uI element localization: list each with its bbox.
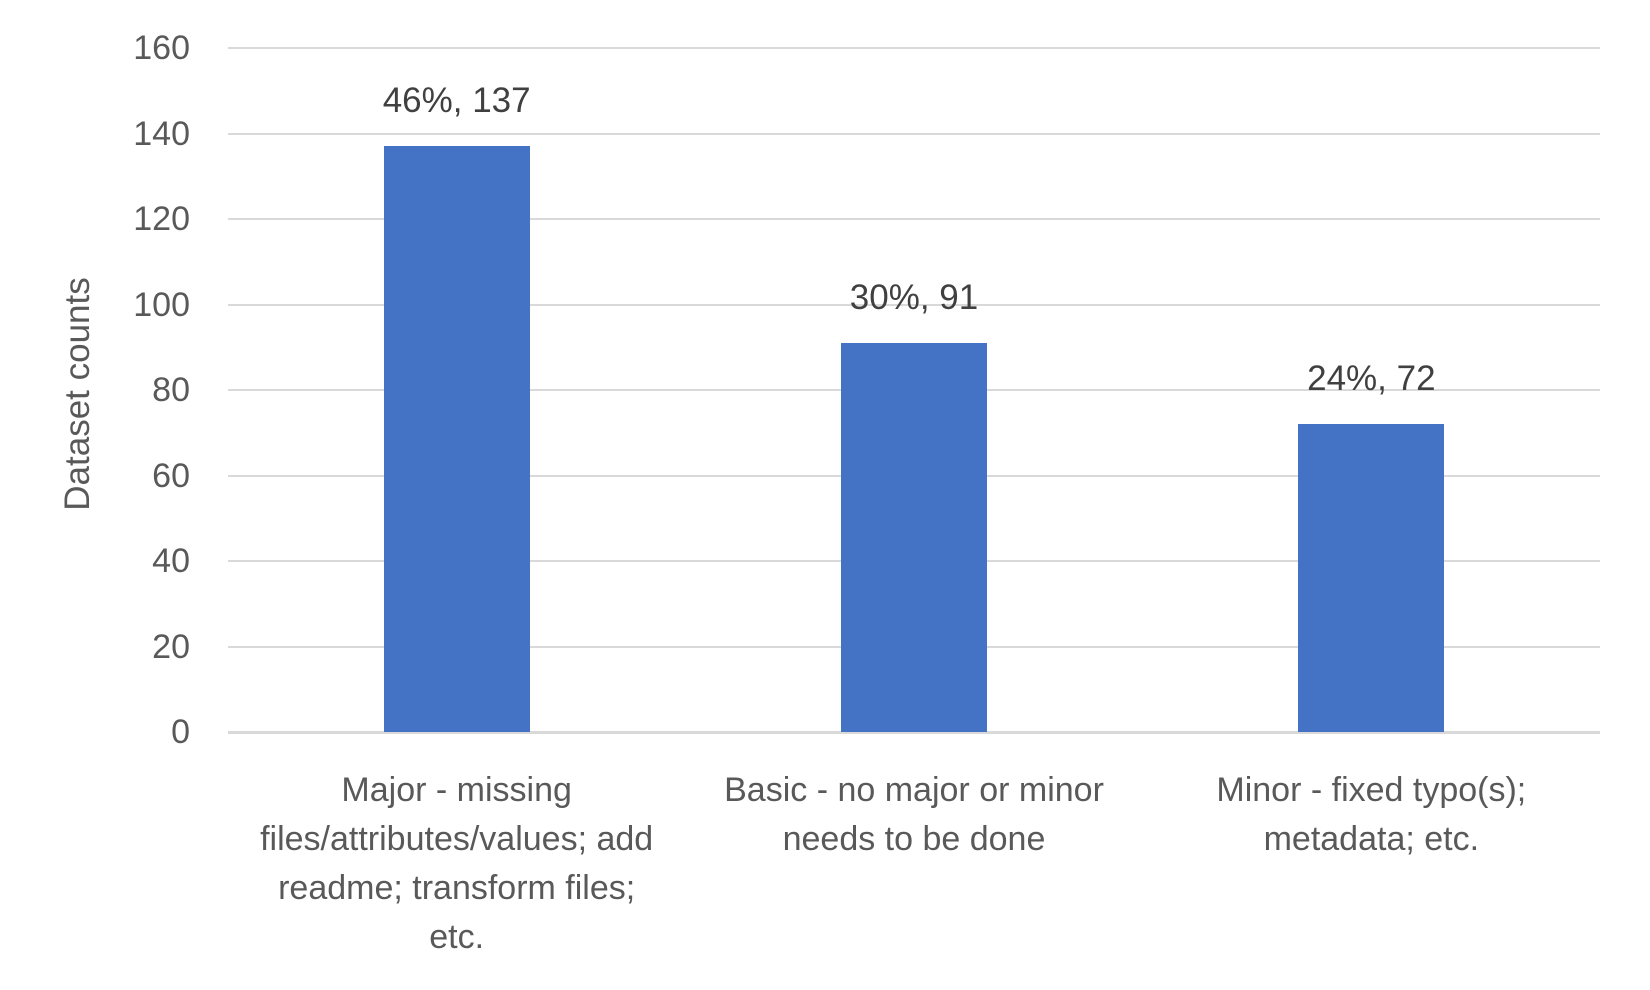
- x-axis-label-line: needs to be done: [782, 820, 1046, 858]
- x-axis-category-label: Minor - fixed typo(s); metadata; etc.: [1111, 766, 1631, 864]
- y-tick-label: 40: [152, 542, 190, 580]
- gridline: [228, 303, 1600, 306]
- y-tick-label: 100: [133, 285, 190, 324]
- bar: [383, 146, 530, 732]
- bar-data-label: 24%, 72: [1307, 359, 1436, 399]
- bar: [1298, 424, 1445, 732]
- gridline: [228, 218, 1600, 220]
- x-axis-label-line: readme; transform files;: [278, 869, 636, 907]
- x-axis-category-label: Basic - no major or minor needs to be don…: [654, 766, 1174, 864]
- x-axis-label-line: Major - missing: [341, 771, 572, 809]
- y-tick-label: 120: [133, 200, 190, 238]
- y-tick-label: 140: [133, 114, 190, 153]
- x-axis-label-line: files/attributes/values; add: [260, 820, 654, 858]
- y-tick-label: 60: [152, 456, 190, 495]
- x-axis-label-line: etc.: [429, 918, 485, 956]
- x-axis-line: [228, 731, 1600, 734]
- y-tick-label: 160: [133, 29, 190, 67]
- gridline: [228, 47, 1600, 49]
- gridline: [228, 132, 1600, 135]
- x-axis-label-line: metadata; etc.: [1263, 820, 1480, 858]
- x-axis-label-line: Basic - no major or minor: [724, 771, 1104, 809]
- bar: [841, 342, 987, 732]
- y-tick-label: 20: [152, 627, 190, 666]
- y-tick-label: 0: [171, 713, 190, 751]
- bar-data-label: 46%, 137: [382, 81, 531, 121]
- x-axis-category-label: Major - missing files/attributes/values; …: [197, 766, 717, 962]
- y-tick-label: 80: [152, 371, 190, 409]
- x-axis-label-line: Minor - fixed typo(s);: [1216, 771, 1527, 809]
- bar-data-label: 30%, 91: [849, 277, 979, 317]
